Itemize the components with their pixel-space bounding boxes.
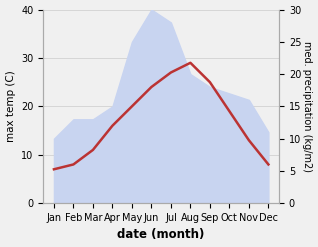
X-axis label: date (month): date (month) <box>117 228 205 242</box>
Y-axis label: med. precipitation (kg/m2): med. precipitation (kg/m2) <box>302 41 313 172</box>
Y-axis label: max temp (C): max temp (C) <box>5 70 16 142</box>
